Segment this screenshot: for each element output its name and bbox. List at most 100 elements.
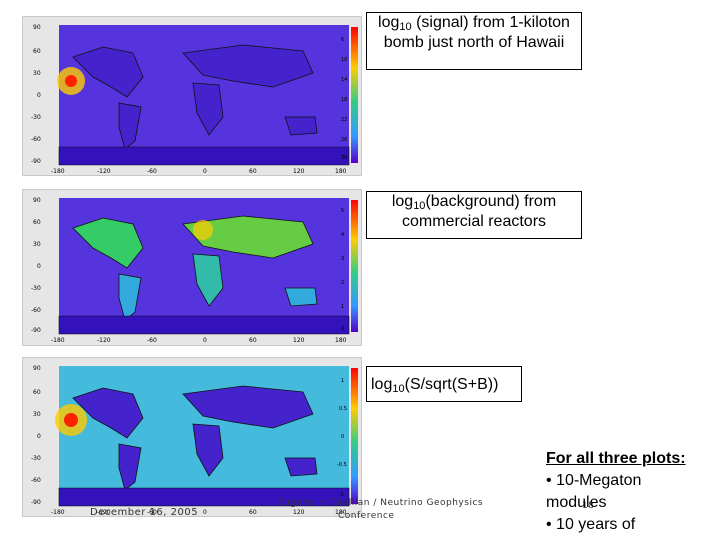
footer-date: December 16, 2005 [90,507,199,518]
lon-tick: 60 [249,337,257,344]
lon-tick: -120 [97,337,111,344]
notes-bullet-1: • 10-Megaton modules [546,472,642,511]
lon-tick: -120 [97,168,111,175]
caption-prefix: log [378,14,400,31]
caption-significance: log10(S/sqrt(S+B)) [366,366,522,402]
colorbar-tick: 22 [341,117,347,123]
lat-tick: -60 [31,136,41,143]
colorbar-tick: 18 [341,97,347,103]
lon-tick: -60 [147,509,157,516]
lat-tick: 60 [33,389,41,396]
notes-block: For all three plots: • 10-Megaton module… [546,448,706,536]
lat-tick: 30 [33,411,41,418]
lon-tick-labels: -180 -120 -60 0 60 120 180 [51,509,347,516]
lon-tick: -60 [147,337,157,344]
colorbar-tick: 10 [341,57,347,63]
lat-tick: 0 [37,92,41,99]
hotspot-core [64,413,78,427]
colorbar [351,200,358,332]
colorbar-tick: 1 [341,304,344,310]
lon-tick: 180 [335,337,347,344]
colorbar-tick: -1 [339,492,344,498]
colorbar-tick: 0 [341,434,344,440]
colorbar-tick-labels: 5 4 3 2 1 0 [341,208,344,332]
caption-background: log10(background) from commercial reacto… [366,191,582,239]
colorbar-tick-labels: 6 10 14 18 22 26 30 [341,37,347,161]
colorbar-tick: 6 [341,37,344,43]
colorbar [351,27,358,163]
caption-subscript: 10 [413,200,426,212]
colorbar-tick: 0 [341,326,344,332]
lat-tick: -60 [31,307,41,314]
world-map-signal: 90 60 30 0 -30 -60 -90 -180 -120 -60 0 6… [31,24,358,175]
lat-tick-labels: 90 60 30 0 -30 -60 -90 [31,365,41,506]
lat-tick: -30 [31,285,41,292]
lon-tick: -60 [147,168,157,175]
lon-tick: 0 [203,509,207,516]
lat-tick: 90 [33,365,41,372]
map-panel-background: 90 60 30 0 -30 -60 -90 -180 -120 -60 0 6… [22,189,362,346]
lon-tick-labels: -180 -120 -60 0 60 120 180 [51,168,347,175]
lat-tick: -60 [31,477,41,484]
lon-tick: 60 [249,168,257,175]
world-map-significance: 90 60 30 0 -30 -60 -90 -180 -120 -60 0 6… [31,365,358,516]
footer-author: Eugene H. Guillian / Neutrino Geophysics [278,498,484,508]
lon-tick: 0 [203,168,207,175]
notes-header: For all three plots: [546,450,686,467]
colorbar-tick-labels: 1 0.5 0 -0.5 -1 [337,378,347,498]
caption-rest: (S/sqrt(S+B)) [404,376,499,393]
colorbar-tick: 30 [341,155,347,161]
lat-tick: -90 [31,499,41,506]
caption-subscript: 10 [399,21,412,33]
colorbar-tick: 1 [341,378,344,384]
colorbar-tick: -0.5 [337,462,347,468]
lon-tick: 180 [335,168,347,175]
lat-tick: 60 [33,219,41,226]
map-panel-signal: 90 60 30 0 -30 -60 -90 -180 -120 -60 0 6… [22,16,362,176]
footer-page-number: 18 [582,501,595,511]
lon-tick: -180 [51,337,65,344]
world-map-background: 90 60 30 0 -30 -60 -90 -180 -120 -60 0 6… [31,197,358,344]
caption-rest: (background) from commercial reactors [401,193,557,230]
lon-tick: -180 [51,168,65,175]
lon-tick: -120 [97,509,111,516]
hotspot-core [65,75,77,87]
lat-tick: -90 [31,158,41,165]
caption-prefix: log [371,376,393,393]
lat-tick: -30 [31,455,41,462]
caption-signal: log10 (signal) from 1-kiloton bomb just … [366,12,582,70]
lat-tick: 30 [33,70,41,77]
lat-tick: 90 [33,24,41,31]
lat-tick-labels: 90 60 30 0 -30 -60 -90 [31,24,41,165]
lon-tick: 0 [203,337,207,344]
colorbar [351,368,358,504]
caption-subscript: 10 [392,383,405,395]
lon-tick: 180 [335,509,347,516]
map-panel-significance: 90 60 30 0 -30 -60 -90 -180 -120 -60 0 6… [22,357,362,517]
colorbar-tick: 14 [341,77,347,83]
colorbar-tick: 26 [341,137,347,143]
lat-tick: 30 [33,241,41,248]
colorbar-tick: 4 [341,232,344,238]
lat-tick: -90 [31,327,41,334]
colorbar-tick: 3 [341,256,344,262]
lon-tick: 60 [249,509,257,516]
lon-tick: -180 [51,509,65,516]
lat-tick: 90 [33,197,41,204]
caption-rest: (signal) from 1-kiloton bomb just north … [383,14,570,51]
lon-tick: 120 [293,509,305,516]
colorbar-tick: 5 [341,208,344,214]
lat-tick: 0 [37,263,41,270]
lat-tick: 60 [33,48,41,55]
colorbar-tick: 0.5 [339,406,347,412]
lon-tick-labels: -180 -120 -60 0 60 120 180 [51,337,347,344]
caption-prefix: log [391,193,414,210]
lat-tick-labels: 90 60 30 0 -30 -60 -90 [31,197,41,334]
lat-tick: -30 [31,114,41,121]
footer-conference: Conference [338,511,395,521]
notes-bullet-2: • 10 years of [546,516,636,533]
lon-tick: 120 [293,168,305,175]
lon-tick: 120 [293,337,305,344]
lat-tick: 0 [37,433,41,440]
colorbar-tick: 2 [341,280,344,286]
